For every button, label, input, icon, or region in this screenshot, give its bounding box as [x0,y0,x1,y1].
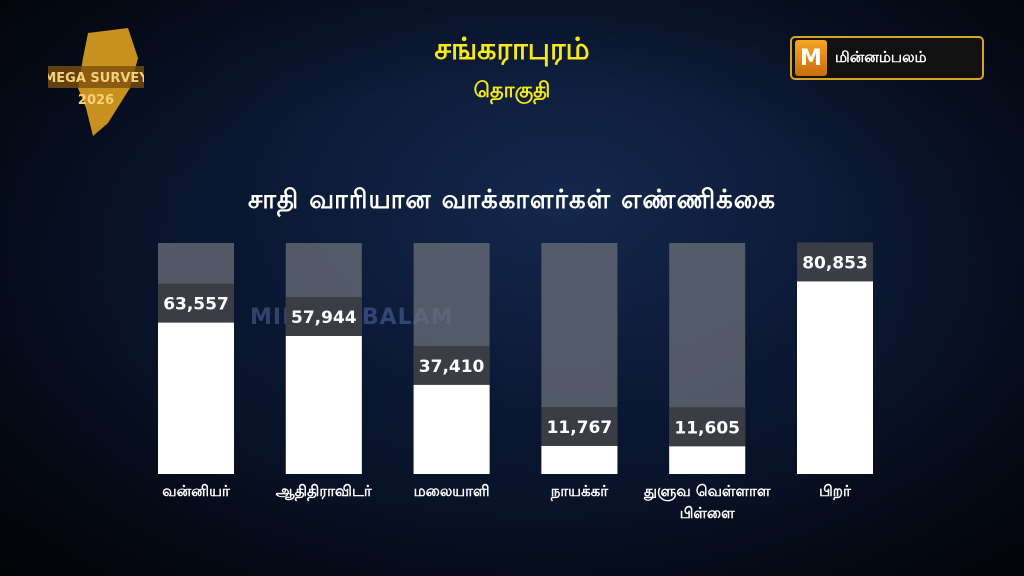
value-label: 80,853 [802,253,868,273]
mega-survey-badge: MEGA SURVEY 2026 [48,28,144,136]
category-label: பிறர் [819,482,851,500]
page-title: சங்கராபுரம் [434,32,590,67]
badge-year: 2026 [78,93,114,108]
value-label-box [413,345,490,385]
bar [413,384,490,474]
bar [285,336,362,474]
category-label: நாயக்கர் [550,482,609,500]
value-label: 57,944 [291,308,357,328]
value-label-box [541,406,618,446]
logo-m-icon: M [795,40,827,76]
badge-text: MEGA SURVEY [48,71,144,86]
bar [669,446,746,474]
bar [158,322,234,474]
value-label-box [285,297,362,337]
category-label: துளுவ வெள்ளாள பிள்ளை [643,482,771,522]
value-label-box [669,407,746,447]
category-label: மலையாளி [413,482,490,500]
value-label: 11,767 [547,418,613,438]
bar [797,281,873,474]
value-label: 11,605 [674,418,740,438]
value-label-box [797,242,873,282]
page-subtitle: தொகுதி [473,78,551,102]
minnambalam-logo: M மின்னம்பலம் [790,36,984,80]
category-label: ஆதிதிராவிடர் [275,482,372,500]
logo-text: மின்னம்பலம் [835,48,927,66]
value-label: 37,410 [419,357,485,377]
value-label-box [158,283,234,323]
chart-title: சாதி வாரியான வாக்காளர்கள் எண்ணிக்கை [247,185,777,215]
bar [541,445,618,474]
category-label: வன்னியர் [162,482,230,500]
value-label: 63,557 [163,295,229,315]
